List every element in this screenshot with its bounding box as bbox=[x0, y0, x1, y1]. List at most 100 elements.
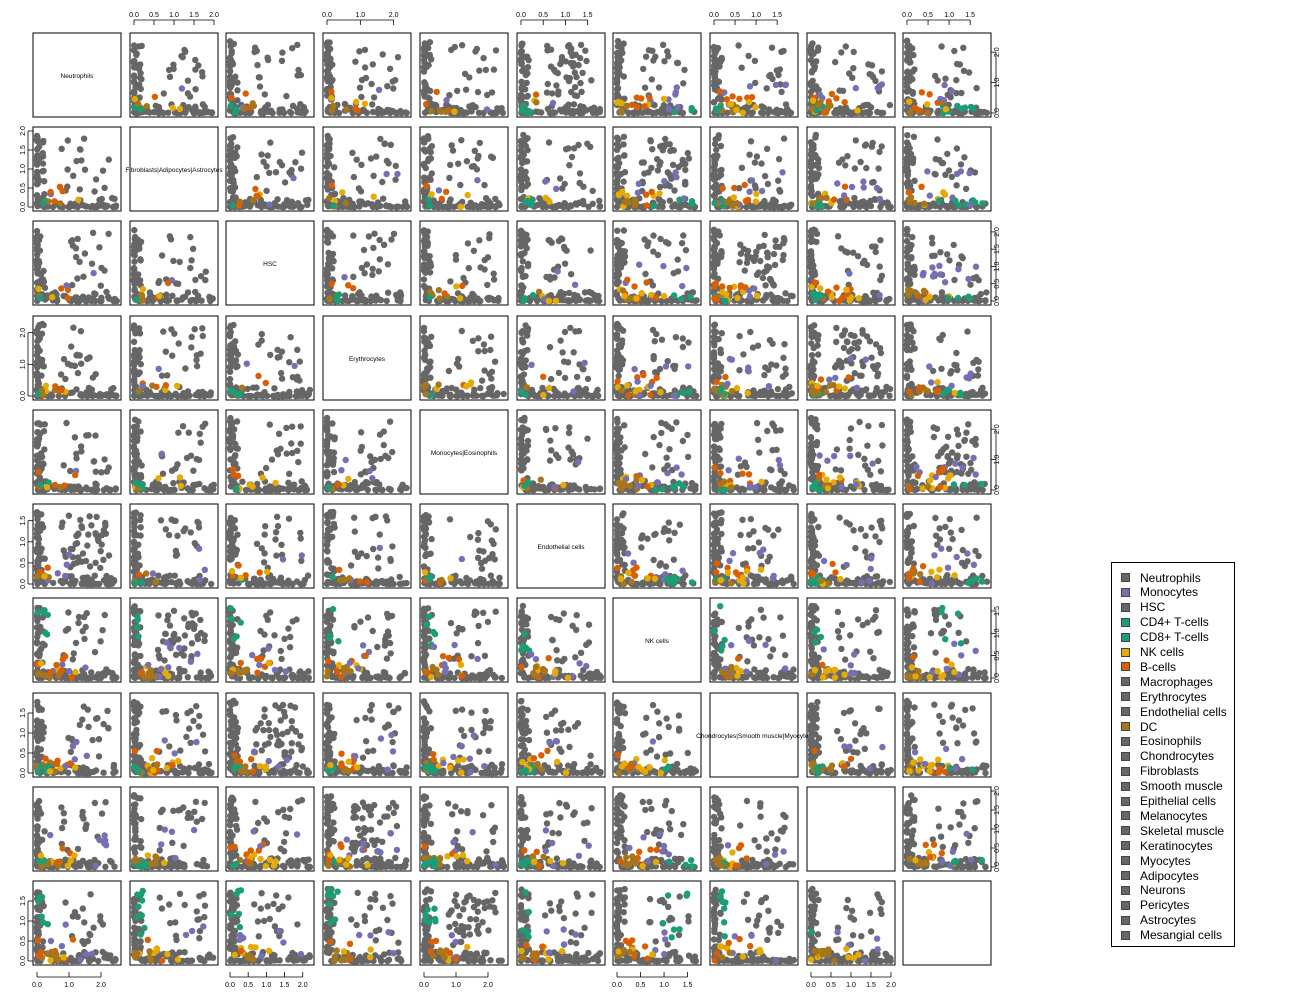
data-point bbox=[642, 270, 649, 278]
data-point bbox=[832, 374, 839, 382]
data-point bbox=[202, 276, 209, 284]
data-point bbox=[576, 54, 584, 62]
data-point bbox=[72, 294, 79, 301]
data-point bbox=[772, 237, 779, 244]
data-point bbox=[713, 61, 721, 69]
data-point bbox=[363, 261, 371, 268]
data-point bbox=[490, 270, 497, 277]
data-point bbox=[342, 199, 350, 207]
data-point bbox=[428, 107, 435, 115]
data-point bbox=[833, 324, 840, 332]
data-point bbox=[618, 387, 626, 394]
data-point bbox=[862, 203, 869, 210]
data-point bbox=[423, 100, 430, 108]
data-point bbox=[905, 178, 912, 185]
data-point bbox=[330, 202, 337, 209]
data-point bbox=[711, 321, 719, 328]
data-point bbox=[587, 247, 594, 254]
data-point bbox=[291, 362, 298, 370]
data-point bbox=[281, 179, 289, 186]
data-point bbox=[249, 197, 257, 204]
data-point bbox=[717, 103, 724, 110]
data-point bbox=[166, 233, 173, 240]
data-point bbox=[63, 282, 70, 289]
data-point bbox=[953, 60, 961, 68]
data-point bbox=[906, 42, 913, 50]
data-point bbox=[293, 105, 301, 112]
data-point bbox=[906, 98, 913, 105]
data-point bbox=[352, 105, 359, 112]
data-point bbox=[573, 73, 580, 81]
data-point bbox=[716, 167, 724, 174]
data-point bbox=[683, 201, 690, 209]
data-point bbox=[755, 269, 762, 276]
data-point bbox=[387, 141, 394, 148]
data-point bbox=[490, 276, 498, 283]
data-point bbox=[631, 283, 638, 290]
data-point bbox=[873, 385, 880, 392]
data-point bbox=[579, 69, 586, 77]
data-point bbox=[571, 281, 579, 288]
data-point bbox=[294, 41, 301, 49]
data-point bbox=[724, 380, 731, 387]
data-point bbox=[72, 245, 80, 252]
data-point bbox=[488, 89, 496, 96]
data-point bbox=[746, 83, 754, 90]
data-point bbox=[474, 177, 481, 184]
data-point bbox=[365, 233, 373, 240]
data-point bbox=[863, 333, 871, 340]
data-point bbox=[227, 187, 234, 195]
data-point bbox=[932, 171, 939, 178]
data-point bbox=[517, 237, 525, 244]
data-point bbox=[202, 268, 209, 275]
data-point bbox=[243, 360, 250, 367]
data-point bbox=[447, 196, 454, 203]
data-point bbox=[693, 392, 700, 400]
data-point bbox=[577, 79, 584, 87]
data-point bbox=[96, 196, 103, 204]
data-point bbox=[370, 193, 377, 200]
data-point bbox=[614, 270, 622, 278]
data-point bbox=[624, 198, 631, 205]
data-point bbox=[113, 392, 120, 399]
data-point bbox=[358, 76, 366, 84]
data-point bbox=[957, 389, 964, 396]
data-point bbox=[712, 136, 719, 143]
data-point bbox=[830, 196, 838, 203]
data-point bbox=[633, 295, 640, 302]
data-point bbox=[975, 366, 982, 373]
panel-r0-c9 bbox=[902, 32, 992, 118]
data-point bbox=[746, 293, 753, 300]
data-point bbox=[770, 250, 778, 258]
data-point bbox=[428, 56, 435, 63]
data-point bbox=[657, 159, 664, 166]
data-point bbox=[492, 47, 500, 54]
data-point bbox=[539, 203, 546, 211]
panel-r0-c4 bbox=[419, 32, 509, 118]
data-point bbox=[775, 155, 783, 163]
data-point bbox=[464, 240, 472, 247]
data-point bbox=[870, 178, 877, 186]
data-point bbox=[554, 69, 561, 77]
data-point bbox=[182, 365, 189, 372]
data-point bbox=[360, 106, 367, 114]
data-point bbox=[130, 42, 138, 49]
panel-r2-c6 bbox=[612, 220, 702, 306]
data-point bbox=[808, 189, 815, 197]
data-point bbox=[36, 295, 44, 302]
data-point bbox=[39, 392, 47, 399]
data-point bbox=[477, 297, 484, 305]
data-point bbox=[718, 250, 725, 257]
data-point bbox=[678, 295, 685, 303]
data-point bbox=[303, 392, 310, 400]
data-point bbox=[615, 191, 622, 198]
data-point bbox=[246, 203, 254, 210]
data-point bbox=[226, 380, 234, 388]
data-point bbox=[383, 297, 390, 305]
data-point bbox=[131, 325, 138, 332]
data-point bbox=[934, 136, 941, 143]
data-point bbox=[457, 181, 464, 189]
panel-r3-c7 bbox=[709, 315, 799, 401]
data-point bbox=[763, 85, 770, 92]
data-point bbox=[178, 392, 185, 400]
